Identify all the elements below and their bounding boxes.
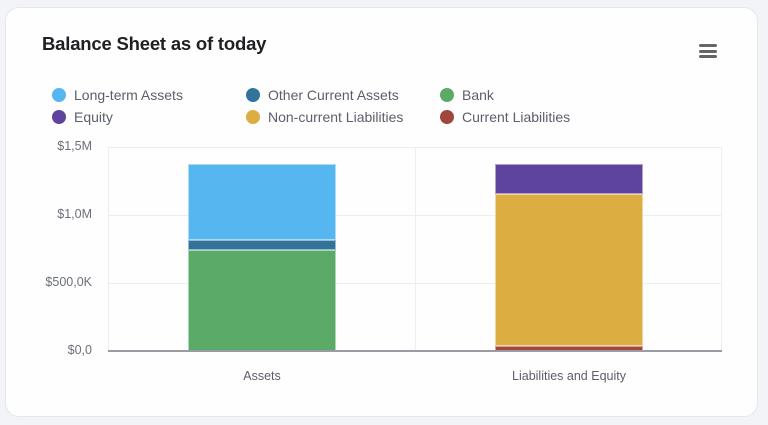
legend-item-bank[interactable]: Bank <box>440 87 494 103</box>
legend-dot-icon <box>52 88 66 102</box>
legend-label: Long-term Assets <box>74 87 183 103</box>
legend-item-long-term-assets[interactable]: Long-term Assets <box>52 87 183 103</box>
legend-label: Current Liabilities <box>462 109 571 125</box>
legend-label: Other Current Assets <box>268 87 399 103</box>
legend-item-non-current-liabilities[interactable]: Non-current Liabilities <box>246 109 403 125</box>
legend-item-current-liabilities[interactable]: Current Liabilities <box>440 109 570 125</box>
legend-dot-icon <box>440 88 454 102</box>
legend-dot-icon <box>440 110 454 124</box>
bar-segment-non-current-liabilities[interactable] <box>495 194 643 346</box>
legend-dot-icon <box>246 110 260 124</box>
legend-label: Bank <box>462 87 494 103</box>
legend-item-other-current-assets[interactable]: Other Current Assets <box>246 87 399 103</box>
grid-line <box>721 147 722 351</box>
legend-dot-icon <box>52 110 66 124</box>
x-axis-line <box>108 350 722 352</box>
y-tick-label: $1,0M <box>57 207 92 221</box>
y-tick-label: $1,5M <box>57 139 92 153</box>
chart-title: Balance Sheet as of today <box>42 33 267 54</box>
legend-dot-icon <box>246 88 260 102</box>
y-tick-label: $500,0K <box>45 275 92 289</box>
legend-label: Non-current Liabilities <box>268 109 404 125</box>
x-label-liabilities-and-equity: Liabilities and Equity <box>512 369 626 383</box>
bar-segment-other-current-assets[interactable] <box>188 240 336 250</box>
bar-segment-bank[interactable] <box>188 250 336 351</box>
legend-item-equity[interactable]: Equity <box>52 109 113 125</box>
x-label-assets: Assets <box>243 369 281 383</box>
bar-segment-long-term-assets[interactable] <box>188 164 336 240</box>
legend-label: Equity <box>74 109 113 125</box>
hamburger-menu-icon[interactable] <box>698 43 718 59</box>
grid-line <box>415 147 416 351</box>
bar-segment-equity[interactable] <box>495 164 643 194</box>
y-tick-label: $0,0 <box>67 343 92 357</box>
